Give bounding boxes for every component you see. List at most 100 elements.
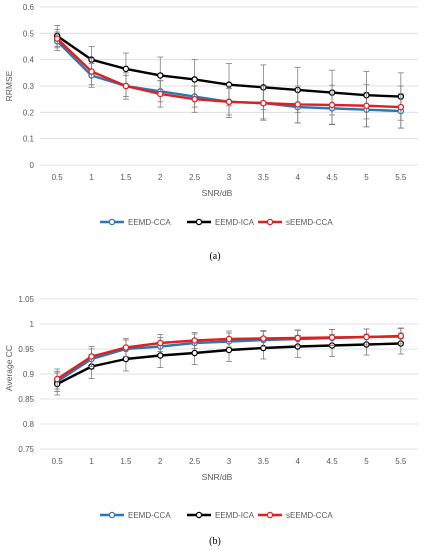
data-point xyxy=(122,65,130,73)
x-tick-label: 2.5 xyxy=(189,457,201,466)
y-tick-label: 0 xyxy=(30,161,35,170)
x-tick-label: 5.5 xyxy=(395,457,407,466)
legend-swatch-marker xyxy=(108,511,116,519)
y-tick-label: 0.1 xyxy=(23,135,35,144)
legend-item: sEEMD-CCA xyxy=(258,218,333,227)
y-tick-labels: 0.75 0.8 0.85 0.9 0.95 1 1.05 xyxy=(18,295,34,454)
legend-item: EEMD-ICA xyxy=(187,511,255,520)
x-tick-label: 4 xyxy=(296,173,301,182)
data-point xyxy=(191,95,198,103)
x-tick-label: 3 xyxy=(227,457,232,466)
data-point xyxy=(191,337,198,344)
legend: EEMD-CCA EEMD-ICA sEEMD-CCA xyxy=(100,511,333,520)
data-point xyxy=(88,68,95,75)
data-point xyxy=(157,339,164,347)
legend-item: EEMD-ICA xyxy=(187,218,255,227)
y-tick-label: 0.95 xyxy=(18,345,34,354)
panel-caption: (b) xyxy=(209,536,221,547)
x-tick-label: 0.5 xyxy=(52,173,64,182)
legend-item: EEMD-CCA xyxy=(100,511,171,520)
x-tick-label: 3 xyxy=(227,173,232,182)
legend-item: EEMD-CCA xyxy=(100,218,171,227)
y-tick-label: 0.2 xyxy=(23,108,35,117)
y-tick-label: 0.85 xyxy=(18,395,34,404)
legend-item: sEEMD-CCA xyxy=(258,511,333,520)
y-tick-label: 0.75 xyxy=(18,445,34,454)
x-axis-label: SNR/dB xyxy=(202,472,233,482)
y-axis-label: Average CC xyxy=(4,345,14,391)
x-tick-label: 4.5 xyxy=(327,457,339,466)
legend-label: EEMD-ICA xyxy=(215,511,255,520)
data-point xyxy=(225,98,233,106)
y-tick-label: 1.05 xyxy=(18,295,34,304)
data-point xyxy=(157,90,164,98)
data-point xyxy=(397,103,405,111)
x-tick-label: 5.5 xyxy=(395,173,407,182)
x-tick-label: 5 xyxy=(364,457,369,466)
data-point xyxy=(397,332,405,340)
y-tick-label: 0.4 xyxy=(23,56,35,65)
x-tick-label: 2.5 xyxy=(189,173,201,182)
data-point xyxy=(191,76,198,83)
x-tick-label: 2 xyxy=(158,173,163,182)
legend-swatch-marker xyxy=(195,218,203,226)
y-tick-labels: 0 0.1 0.2 0.3 0.4 0.5 0.6 xyxy=(23,3,35,170)
data-point xyxy=(157,72,164,79)
legend-label: EEMD-ICA xyxy=(215,218,255,227)
series-group xyxy=(53,25,405,129)
x-tick-label: 0.5 xyxy=(52,457,64,466)
legend-label: sEEMD-CCA xyxy=(286,511,333,520)
x-tick-label: 1 xyxy=(89,173,94,182)
data-point xyxy=(191,349,198,357)
data-point xyxy=(294,334,301,342)
series-seemd-cca xyxy=(53,28,405,129)
data-point xyxy=(88,353,95,360)
legend: EEMD-CCA EEMD-ICA sEEMD-CCA xyxy=(100,218,333,227)
y-tick-label: 0.3 xyxy=(23,82,35,91)
y-tick-label: 0.8 xyxy=(23,420,35,429)
data-point xyxy=(328,101,336,109)
y-axis-label: RRMSE xyxy=(4,70,14,101)
legend-swatch-marker xyxy=(195,511,203,519)
x-tick-label: 1.5 xyxy=(120,173,132,182)
rrmse-chart: 0 0.1 0.2 0.3 0.4 0.5 0.6 0.5 1 1.5 2 2.5 3 3.5 4 4.5 5… xyxy=(4,3,418,262)
data-point xyxy=(260,99,267,107)
grid-lines xyxy=(40,298,418,450)
data-point xyxy=(294,101,301,108)
data-point xyxy=(225,346,233,354)
data-point xyxy=(225,335,233,343)
legend-swatch-marker xyxy=(108,218,116,226)
data-point xyxy=(157,352,164,359)
data-point xyxy=(122,355,130,363)
data-point xyxy=(260,335,267,342)
series-seemd-cca xyxy=(53,327,405,390)
average-cc-chart: 0.75 0.8 0.85 0.9 0.95 1 1.05 0.5 1 1.5 2 2.5 3 3.5 4… xyxy=(4,295,418,547)
x-tick-label: 4.5 xyxy=(327,173,339,182)
x-tick-label: 5 xyxy=(364,173,369,182)
x-tick-label: 2 xyxy=(158,457,163,466)
legend-label: EEMD-CCA xyxy=(128,218,171,227)
x-tick-label: 3.5 xyxy=(258,457,270,466)
legend-swatch-marker xyxy=(266,218,274,226)
y-tick-label: 0.9 xyxy=(23,370,35,379)
data-point xyxy=(363,102,370,110)
data-point xyxy=(122,344,130,351)
data-point xyxy=(53,35,61,42)
panel-caption: (a) xyxy=(209,251,220,262)
legend-swatch-marker xyxy=(266,511,274,519)
data-point xyxy=(328,334,336,341)
y-tick-label: 1 xyxy=(30,320,35,329)
data-point xyxy=(122,82,130,90)
legend-label: EEMD-CCA xyxy=(128,511,171,520)
x-tick-labels: 0.5 1 1.5 2 2.5 3 3.5 4 4.5 5 5.5 xyxy=(52,173,407,182)
x-tick-labels: 0.5 1 1.5 2 2.5 3 3.5 4 4.5 5 5.5 xyxy=(52,457,407,466)
x-tick-label: 1.5 xyxy=(120,457,132,466)
legend-label: sEEMD-CCA xyxy=(286,218,333,227)
x-tick-label: 3.5 xyxy=(258,173,270,182)
data-point xyxy=(363,333,370,341)
x-tick-label: 4 xyxy=(296,457,301,466)
y-tick-label: 0.6 xyxy=(23,3,35,12)
series-group xyxy=(53,327,405,396)
x-tick-label: 1 xyxy=(89,457,94,466)
data-point xyxy=(53,375,61,383)
